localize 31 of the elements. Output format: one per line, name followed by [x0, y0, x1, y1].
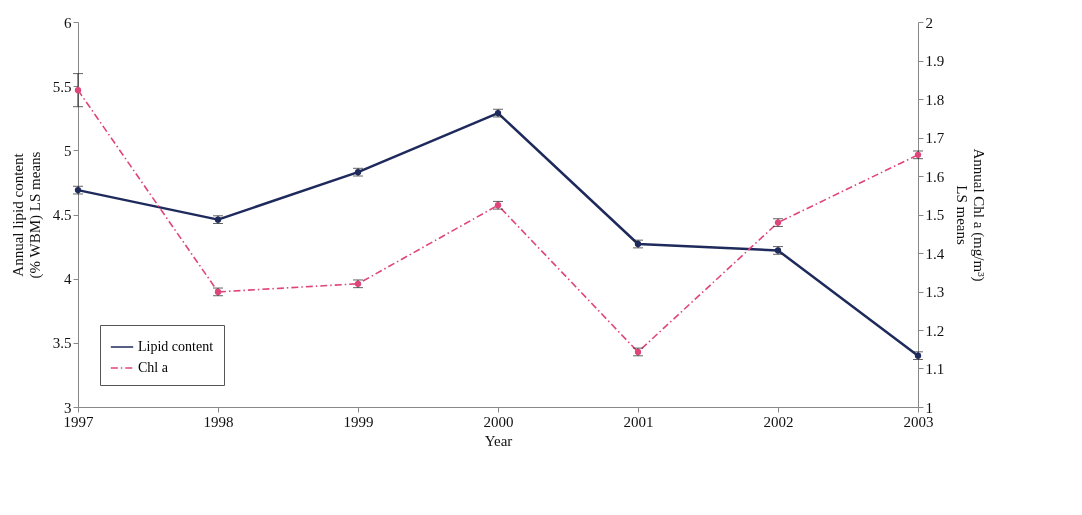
y-tick-label: 3.5: [52, 335, 72, 352]
y2-tick-label: 1.4: [925, 245, 945, 262]
point: [74, 86, 82, 94]
y-tick-label: 4: [64, 271, 72, 288]
y2-tick-label: 1.8: [925, 91, 945, 108]
y2-tick-label: 1: [925, 399, 933, 416]
x-tick-label: 2002: [763, 413, 794, 430]
y-axis-title: Annual lipid content (% WBM) LS means: [9, 151, 44, 279]
x-tick-label: 2000: [483, 413, 514, 430]
x-tick-label: 2003: [903, 413, 934, 430]
y2-axis-title: Annual Chl a (mg/m³) LS means: [954, 148, 988, 282]
x-axis-title: Year: [484, 432, 513, 449]
x-tick-label: 1999: [343, 413, 374, 430]
x-tick-label: 1997: [63, 413, 94, 430]
y-tick-label: 6: [64, 14, 72, 31]
y2-tick-label: 1.6: [925, 168, 945, 185]
y2-tick-label: 1.5: [925, 207, 945, 223]
y2-tick-label: 1.9: [925, 53, 945, 69]
y2-tick-label: 1.2: [925, 322, 945, 339]
legend-label: Lipid content: [138, 339, 214, 354]
y2-tick-label: 1.7: [925, 130, 945, 146]
y-tick-label: 5: [64, 142, 72, 159]
y2-tick-label: 1.3: [925, 284, 945, 300]
x-tick-label: 2001: [623, 413, 654, 430]
y-tick-label: 3: [64, 399, 72, 416]
y-tick-label: 5.5: [52, 78, 72, 95]
x-tick-label: 1998: [203, 413, 234, 430]
y-tick-label: 4.5: [52, 207, 72, 223]
y2-tick-label: 2: [925, 14, 933, 31]
legend-label: Chl a: [138, 360, 169, 375]
y2-tick-label: 1.1: [925, 361, 945, 377]
